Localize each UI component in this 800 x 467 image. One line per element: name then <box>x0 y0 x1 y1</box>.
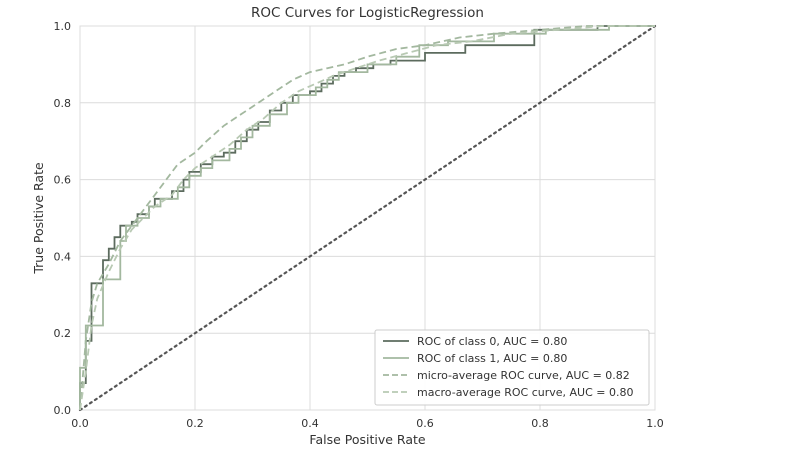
curves <box>78 24 657 412</box>
y-tick-label: 0.8 <box>54 97 72 110</box>
y-tick-label: 0.0 <box>54 404 72 417</box>
roc-curve-series-1 <box>79 25 655 410</box>
tick-labels: 0.0 0.2 0.4 0.6 0.8 1.0 0.0 0.2 0.4 0.6 0.8 1.0 <box>54 20 664 430</box>
legend-box <box>374 329 650 406</box>
y-tick-label: 1.0 <box>54 20 72 33</box>
random-guess-diagonal <box>78 24 657 412</box>
grid <box>79 25 656 411</box>
x-tick-label: 0.8 <box>531 417 549 430</box>
legend: ROC of class 0, AUC = 0.80 ROC of class 1… <box>374 329 650 406</box>
x-tick-label: 0.4 <box>301 417 319 430</box>
y-tick-label: 0.4 <box>54 250 72 263</box>
roc-curve-series-2 <box>79 25 655 411</box>
x-tick-label: 0.2 <box>186 417 204 430</box>
x-tick-label: 0.0 <box>71 417 89 430</box>
legend-entry-label: ROC of class 1, AUC = 0.80 <box>417 352 567 365</box>
roc-curve-series-3 <box>79 25 655 411</box>
chart-title: ROC Curves for LogisticRegression <box>251 5 484 21</box>
y-axis-label: True Positive Rate <box>31 162 46 275</box>
x-tick-label: 0.6 <box>416 417 434 430</box>
legend-entry-label: micro-average ROC curve, AUC = 0.82 <box>417 369 630 382</box>
roc-curve-series-0 <box>79 25 655 410</box>
x-axis-label: False Positive Rate <box>309 432 425 447</box>
x-tick-label: 1.0 <box>646 417 664 430</box>
y-tick-label: 0.2 <box>54 327 72 340</box>
legend-entry-label: macro-average ROC curve, AUC = 0.80 <box>417 386 633 399</box>
y-tick-label: 0.6 <box>54 174 72 187</box>
legend-entry-label: ROC of class 0, AUC = 0.80 <box>417 335 567 348</box>
